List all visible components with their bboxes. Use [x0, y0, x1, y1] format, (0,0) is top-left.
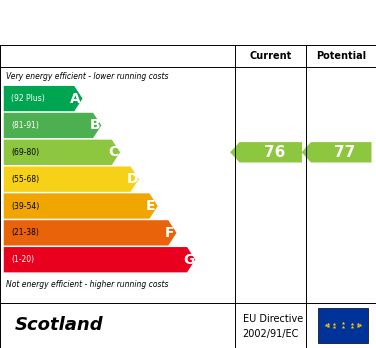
Text: Energy Efficiency Rating: Energy Efficiency Rating: [11, 14, 259, 32]
Polygon shape: [4, 193, 158, 219]
Text: (92 Plus): (92 Plus): [11, 94, 45, 103]
Polygon shape: [4, 86, 82, 111]
Polygon shape: [4, 113, 102, 138]
Text: Very energy efficient - lower running costs: Very energy efficient - lower running co…: [6, 72, 168, 81]
Text: (39-54): (39-54): [11, 201, 39, 211]
Polygon shape: [4, 247, 196, 272]
Text: 76: 76: [264, 145, 285, 160]
Text: (1-20): (1-20): [11, 255, 35, 264]
Text: B: B: [89, 118, 100, 133]
Text: E: E: [146, 199, 156, 213]
Polygon shape: [4, 166, 139, 192]
Text: G: G: [183, 253, 194, 267]
Text: (69-80): (69-80): [11, 148, 39, 157]
Text: 77: 77: [334, 145, 356, 160]
Text: (55-68): (55-68): [11, 175, 39, 184]
Polygon shape: [302, 142, 371, 163]
Text: EU Directive: EU Directive: [243, 314, 303, 324]
Polygon shape: [4, 140, 120, 165]
Text: C: C: [108, 145, 118, 159]
Text: Not energy efficient - higher running costs: Not energy efficient - higher running co…: [6, 280, 168, 289]
Text: D: D: [126, 172, 138, 186]
Text: (21-38): (21-38): [11, 228, 39, 237]
Polygon shape: [4, 220, 177, 246]
Text: Scotland: Scotland: [15, 316, 104, 334]
Text: Potential: Potential: [316, 51, 366, 61]
Text: (81-91): (81-91): [11, 121, 39, 130]
Text: F: F: [165, 226, 174, 240]
Bar: [318, 308, 368, 342]
Text: Current: Current: [250, 51, 292, 61]
Text: 2002/91/EC: 2002/91/EC: [243, 329, 299, 339]
Text: A: A: [70, 92, 81, 105]
Polygon shape: [230, 142, 302, 163]
